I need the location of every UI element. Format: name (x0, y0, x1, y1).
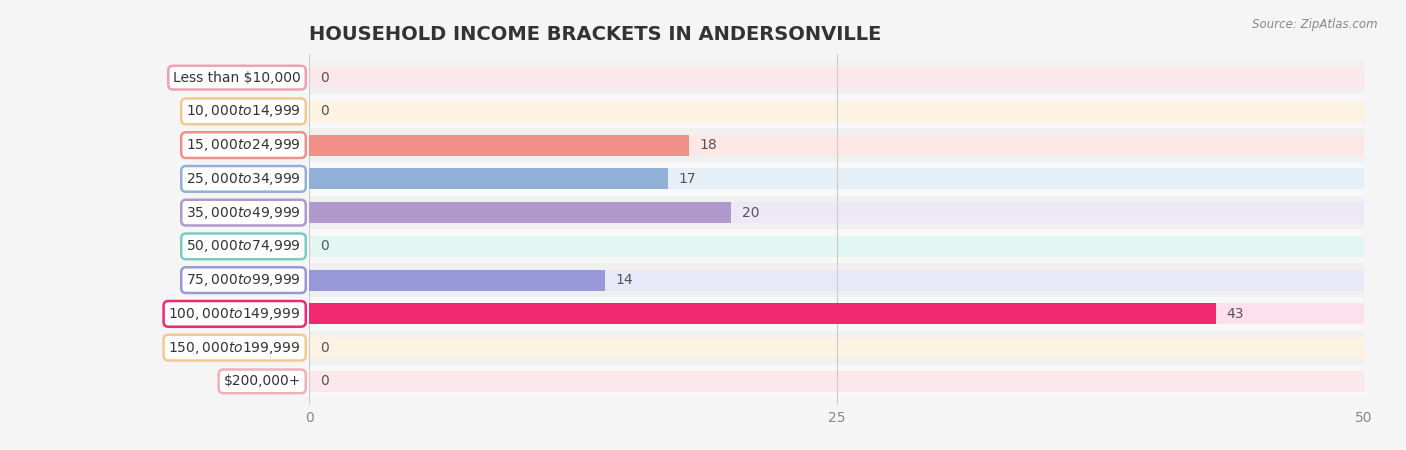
Bar (309, 61, 1364, 94)
Bar (309, 202, 1364, 223)
Bar (309, 168, 1364, 189)
Text: $35,000 to $49,999: $35,000 to $49,999 (186, 205, 301, 220)
Text: $25,000 to $34,999: $25,000 to $34,999 (186, 171, 301, 187)
Text: $150,000 to $199,999: $150,000 to $199,999 (169, 340, 301, 356)
Bar (309, 101, 1364, 122)
Bar (309, 230, 1364, 263)
Text: 20: 20 (742, 206, 759, 220)
Text: Source: ZipAtlas.com: Source: ZipAtlas.com (1253, 18, 1378, 31)
Text: 0: 0 (321, 104, 329, 118)
Text: $200,000+: $200,000+ (224, 374, 301, 388)
Bar (309, 297, 1364, 331)
Bar (309, 371, 1364, 392)
Text: 18: 18 (700, 138, 717, 152)
Bar (309, 337, 1364, 358)
Bar (309, 128, 1364, 162)
Text: Less than $10,000: Less than $10,000 (173, 71, 301, 85)
Bar (309, 263, 1364, 297)
Text: $50,000 to $74,999: $50,000 to $74,999 (186, 238, 301, 254)
Bar (309, 202, 731, 223)
Text: 0: 0 (321, 71, 329, 85)
Text: 14: 14 (616, 273, 633, 287)
Bar (309, 162, 1364, 196)
Bar (309, 270, 605, 291)
Bar (309, 168, 668, 189)
Text: 0: 0 (321, 341, 329, 355)
Bar (309, 331, 1364, 364)
Text: 0: 0 (321, 239, 329, 253)
Bar (309, 303, 1364, 324)
Text: $15,000 to $24,999: $15,000 to $24,999 (186, 137, 301, 153)
Text: $10,000 to $14,999: $10,000 to $14,999 (186, 104, 301, 119)
Bar (309, 67, 1364, 88)
Text: 43: 43 (1226, 307, 1244, 321)
Bar (309, 94, 1364, 128)
Bar (309, 135, 689, 156)
Bar (309, 270, 1364, 291)
Bar (309, 236, 1364, 257)
Text: HOUSEHOLD INCOME BRACKETS IN ANDERSONVILLE: HOUSEHOLD INCOME BRACKETS IN ANDERSONVIL… (309, 25, 882, 44)
Text: $75,000 to $99,999: $75,000 to $99,999 (186, 272, 301, 288)
Bar (309, 364, 1364, 398)
Bar (309, 135, 1364, 156)
Text: 17: 17 (678, 172, 696, 186)
Bar (309, 303, 1216, 324)
Text: 0: 0 (321, 374, 329, 388)
Text: $100,000 to $149,999: $100,000 to $149,999 (169, 306, 301, 322)
Bar (309, 196, 1364, 230)
